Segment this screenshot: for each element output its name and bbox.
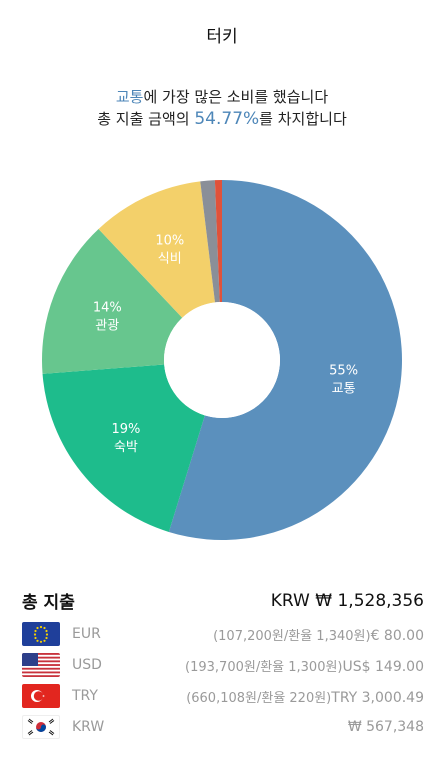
currency-amount: TRY 3,000.49 bbox=[331, 689, 424, 706]
currency-amount: US$ 149.00 bbox=[342, 658, 424, 675]
currency-code: EUR bbox=[72, 626, 101, 642]
currency-code: USD bbox=[72, 657, 102, 673]
eu-flag-icon bbox=[22, 622, 60, 646]
chart-slice-관광[interactable] bbox=[42, 229, 183, 374]
total-spending-row: 총 지출 KRW ₩ 1,528,356 bbox=[22, 588, 424, 614]
currency-code: KRW bbox=[72, 719, 105, 735]
slice-category-label: 교통 bbox=[332, 381, 356, 396]
slice-percent-label: 19% bbox=[111, 422, 140, 437]
us-flag-icon bbox=[22, 653, 60, 677]
summary-line-2: 총 지출 금액의 54.77%를 차지합니다 bbox=[0, 108, 444, 130]
currency-code: TRY bbox=[72, 688, 98, 704]
slice-category-label: 관광 bbox=[95, 319, 119, 334]
summary-line-2-suffix: 를 차지합니다 bbox=[259, 110, 347, 128]
top-category-percent: 54.77% bbox=[194, 109, 260, 129]
currency-detail: (193,700원/환율 1,300원)US$ 149.00 bbox=[132, 656, 424, 675]
exchange-detail: (660,108원/환율 220원) bbox=[186, 690, 332, 706]
currency-detail: (107,200원/환율 1,340원)€ 80.00 bbox=[132, 625, 424, 644]
spending-donut-chart: 55% 교통 19% 숙박 14% 관광 10% 식비 bbox=[42, 180, 402, 540]
total-spending-label: 총 지출 bbox=[22, 593, 75, 613]
summary-line-1-text: 에 가장 많은 소비를 했습니다 bbox=[143, 88, 329, 106]
currency-detail: ₩ 567,348 bbox=[132, 719, 424, 735]
slice-category-label: 식비 bbox=[158, 252, 182, 267]
page-title: 터키 bbox=[206, 27, 238, 47]
currency-row-krw[interactable]: KRW ₩ 567,348 bbox=[22, 713, 424, 741]
slice-percent-label: 10% bbox=[155, 234, 184, 249]
slice-percent-label: 14% bbox=[93, 301, 122, 316]
slice-percent-label: 55% bbox=[329, 363, 358, 378]
currency-row-eur[interactable]: EUR (107,200원/환율 1,340원)€ 80.00 bbox=[22, 620, 424, 648]
slice-category-label: 숙박 bbox=[114, 440, 138, 455]
currency-row-try[interactable]: TRY (660,108원/환율 220원)TRY 3,000.49 bbox=[22, 682, 424, 710]
exchange-detail: (193,700원/환율 1,300원) bbox=[185, 659, 343, 675]
chart-slice-교통[interactable] bbox=[168, 180, 402, 540]
top-category: 교통 bbox=[115, 88, 144, 106]
tr-flag-icon bbox=[22, 684, 60, 708]
currency-detail: (660,108원/환율 220원)TRY 3,000.49 bbox=[132, 687, 424, 706]
currency-amount: ₩ 567,348 bbox=[347, 719, 424, 735]
currency-row-usd[interactable]: USD (193,700원/환율 1,300원)US$ 149.00 bbox=[22, 651, 424, 679]
currency-amount: € 80.00 bbox=[370, 627, 424, 644]
chart-slice-5[interactable] bbox=[214, 180, 222, 303]
spending-summary: 교통에 가장 많은 소비를 했습니다 총 지출 금액의 54.77%를 차지합니… bbox=[0, 86, 444, 130]
donut-hole bbox=[164, 302, 280, 418]
chart-slice-식비[interactable] bbox=[98, 181, 215, 318]
total-spending-value: KRW ₩ 1,528,356 bbox=[270, 590, 424, 611]
summary-line-2-prefix: 총 지출 금액의 bbox=[97, 110, 195, 128]
kr-flag-icon bbox=[22, 715, 60, 739]
summary-line-1: 교통에 가장 많은 소비를 했습니다 bbox=[0, 86, 444, 108]
chart-slice-숙박[interactable] bbox=[42, 364, 205, 532]
exchange-detail: (107,200원/환율 1,340원) bbox=[213, 628, 371, 644]
chart-slice-4[interactable] bbox=[200, 180, 220, 303]
